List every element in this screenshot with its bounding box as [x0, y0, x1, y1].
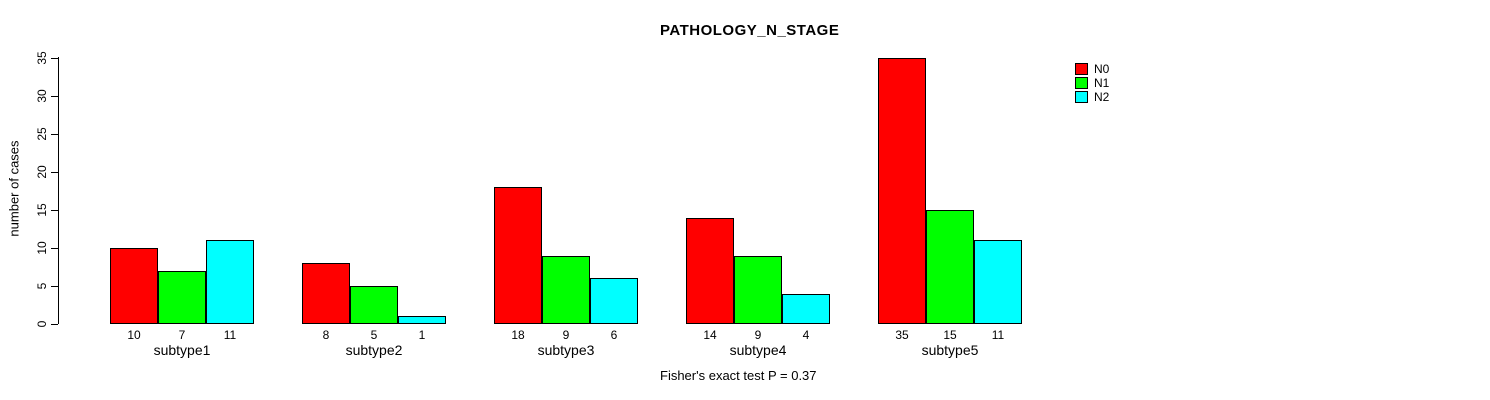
- legend-label-n1: N1: [1094, 76, 1110, 90]
- y-axis-tick-label: 5: [35, 282, 49, 290]
- legend: N0 N1 N2: [1075, 62, 1109, 104]
- bar-subtype3-n1: [542, 256, 590, 324]
- x-axis-group-label: subtype1: [153, 342, 211, 358]
- bar-value-label: 10: [127, 328, 141, 342]
- bar-value-label: 15: [943, 328, 957, 342]
- bar-value-label: 11: [991, 328, 1005, 342]
- y-axis-tick: [51, 210, 58, 211]
- bar-subtype5-n1: [926, 210, 974, 324]
- footer-note: Fisher's exact test P = 0.37: [660, 368, 817, 383]
- chart-title: PATHOLOGY_N_STAGE: [660, 22, 840, 39]
- y-axis-tick: [51, 58, 58, 59]
- bar-value-label: 18: [511, 328, 525, 342]
- bar-subtype1-n0: [110, 248, 158, 324]
- y-axis-tick: [51, 134, 58, 135]
- bar-value-label: 9: [754, 328, 762, 342]
- bar-subtype1-n2: [206, 240, 254, 324]
- y-axis-tick: [51, 172, 58, 173]
- bar-subtype4-n1: [734, 256, 782, 324]
- x-axis-group-label: subtype5: [921, 342, 979, 358]
- bar-value-label: 5: [370, 328, 378, 342]
- bar-value-label: 4: [802, 328, 810, 342]
- bar-subtype2-n2: [398, 316, 446, 324]
- bar-subtype4-n2: [782, 294, 830, 324]
- legend-row: N0: [1075, 62, 1109, 76]
- y-axis-tick-label: 25: [35, 127, 49, 141]
- y-axis-line: [58, 57, 59, 324]
- y-axis-tick-label: 20: [35, 165, 49, 179]
- y-axis-tick: [51, 324, 58, 325]
- bar-subtype3-n2: [590, 278, 638, 324]
- bar-subtype2-n1: [350, 286, 398, 324]
- legend-row: N1: [1075, 76, 1109, 90]
- y-axis-tick-label: 30: [35, 89, 49, 103]
- y-axis-tick-label: 10: [35, 241, 49, 255]
- bar-value-label: 8: [322, 328, 330, 342]
- y-axis-title: number of cases: [6, 140, 22, 237]
- bar-subtype5-n2: [974, 240, 1022, 324]
- bar-value-label: 14: [703, 328, 717, 342]
- x-axis-group-label: subtype3: [537, 342, 595, 358]
- y-axis-tick-label: 15: [35, 203, 49, 217]
- x-axis-group-label: subtype4: [729, 342, 787, 358]
- x-axis-group-label: subtype2: [345, 342, 403, 358]
- bar-subtype1-n1: [158, 271, 206, 324]
- y-axis-tick: [51, 96, 58, 97]
- bar-value-label: 35: [895, 328, 909, 342]
- y-axis-tick-label: 0: [35, 320, 49, 328]
- bar-subtype4-n0: [686, 218, 734, 324]
- bar-value-label: 6: [610, 328, 618, 342]
- legend-label-n2: N2: [1094, 90, 1110, 104]
- bar-value-label: 11: [223, 328, 237, 342]
- y-axis-tick: [51, 286, 58, 287]
- legend-swatch-n0: [1075, 63, 1088, 75]
- bar-value-label: 7: [178, 328, 186, 342]
- legend-label-n0: N0: [1094, 62, 1110, 76]
- bar-subtype3-n0: [494, 187, 542, 324]
- y-axis-tick-label: 35: [35, 51, 49, 65]
- bar-subtype5-n0: [878, 58, 926, 324]
- legend-swatch-n2: [1075, 91, 1088, 103]
- bar-value-label: 1: [418, 328, 426, 342]
- bar-subtype2-n0: [302, 263, 350, 324]
- legend-swatch-n1: [1075, 77, 1088, 89]
- legend-row: N2: [1075, 90, 1109, 104]
- y-axis-tick: [51, 248, 58, 249]
- bar-value-label: 9: [562, 328, 570, 342]
